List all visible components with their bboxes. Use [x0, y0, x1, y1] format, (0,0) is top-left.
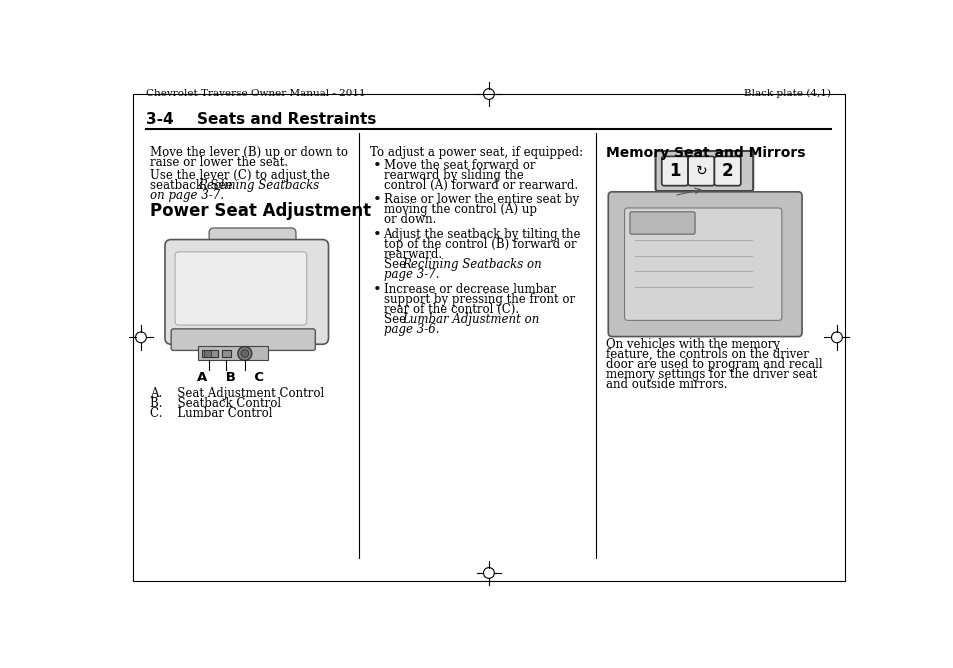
Text: ↻: ↻	[695, 164, 706, 178]
Text: door are used to program and recall: door are used to program and recall	[605, 358, 821, 371]
Text: rearward by sliding the: rearward by sliding the	[383, 169, 523, 182]
Bar	[202, 349, 217, 357]
Circle shape	[241, 349, 249, 357]
Text: Reclining Seatbacks: Reclining Seatbacks	[198, 179, 319, 192]
Text: page 3-6.: page 3-6.	[383, 323, 438, 336]
Text: Seats and Restraints: Seats and Restraints	[196, 112, 375, 127]
Text: Lumbar Adjustment on: Lumbar Adjustment on	[402, 313, 539, 326]
Text: Chevrolet Traverse Owner Manual - 2011: Chevrolet Traverse Owner Manual - 2011	[146, 89, 366, 98]
Text: rear of the control (C).: rear of the control (C).	[383, 303, 518, 316]
Text: rearward.: rearward.	[383, 248, 442, 261]
Text: •: •	[373, 159, 381, 173]
Text: Adjust the seatback by tilting the: Adjust the seatback by tilting the	[383, 228, 580, 241]
FancyBboxPatch shape	[714, 156, 740, 186]
Text: memory settings for the driver seat: memory settings for the driver seat	[605, 368, 817, 381]
Text: Use the lever (C) to adjust the: Use the lever (C) to adjust the	[150, 169, 330, 182]
Text: On vehicles with the memory: On vehicles with the memory	[605, 338, 780, 351]
FancyBboxPatch shape	[171, 329, 315, 351]
Text: Move the seat forward or: Move the seat forward or	[383, 159, 535, 172]
Text: •: •	[373, 228, 381, 242]
FancyBboxPatch shape	[608, 192, 801, 337]
FancyBboxPatch shape	[687, 156, 714, 186]
Text: control (A) forward or rearward.: control (A) forward or rearward.	[383, 179, 578, 192]
Text: A.    Seat Adjustment Control: A. Seat Adjustment Control	[150, 387, 324, 399]
FancyBboxPatch shape	[629, 212, 695, 234]
Text: support by pressing the front or: support by pressing the front or	[383, 293, 574, 306]
FancyBboxPatch shape	[209, 228, 295, 283]
Text: 3-4: 3-4	[146, 112, 173, 127]
Text: See: See	[383, 313, 409, 326]
Text: raise or lower the seat.: raise or lower the seat.	[150, 156, 288, 168]
Text: moving the control (A) up: moving the control (A) up	[383, 203, 536, 216]
Text: Increase or decrease lumbar: Increase or decrease lumbar	[383, 283, 555, 296]
Text: •: •	[373, 283, 381, 297]
FancyBboxPatch shape	[165, 240, 328, 344]
Text: Reclining Seatbacks on: Reclining Seatbacks on	[402, 258, 541, 271]
Bar	[221, 349, 231, 357]
Bar	[204, 351, 211, 357]
Text: and outside mirrors.: and outside mirrors.	[605, 378, 727, 391]
Text: seatback. See: seatback. See	[150, 179, 236, 192]
Text: C.    Lumbar Control: C. Lumbar Control	[150, 407, 273, 420]
Text: top of the control (B) forward or: top of the control (B) forward or	[383, 238, 576, 251]
Text: A    B    C: A B C	[196, 371, 263, 384]
Text: Power Seat Adjustment: Power Seat Adjustment	[150, 202, 371, 220]
Text: Move the lever (B) up or down to: Move the lever (B) up or down to	[150, 146, 348, 158]
Text: Raise or lower the entire seat by: Raise or lower the entire seat by	[383, 193, 578, 206]
Text: B.    Seatback Control: B. Seatback Control	[150, 397, 281, 409]
Text: 2: 2	[721, 162, 733, 180]
Text: or down.: or down.	[383, 213, 436, 226]
Text: page 3-7.: page 3-7.	[383, 268, 438, 281]
Text: To adjust a power seat, if equipped:: To adjust a power seat, if equipped:	[369, 146, 582, 158]
Circle shape	[237, 347, 252, 361]
Text: on page 3-7.: on page 3-7.	[150, 189, 224, 202]
FancyBboxPatch shape	[655, 151, 753, 191]
Text: See: See	[383, 258, 409, 271]
Text: Black plate (4,1): Black plate (4,1)	[743, 89, 831, 98]
FancyBboxPatch shape	[174, 252, 307, 325]
Text: feature, the controls on the driver: feature, the controls on the driver	[605, 348, 808, 361]
Text: 1: 1	[668, 162, 679, 180]
Text: Memory Seat and Mirrors: Memory Seat and Mirrors	[605, 146, 804, 160]
FancyBboxPatch shape	[624, 208, 781, 321]
Text: •: •	[373, 193, 381, 207]
FancyBboxPatch shape	[661, 156, 687, 186]
Bar	[198, 346, 268, 359]
